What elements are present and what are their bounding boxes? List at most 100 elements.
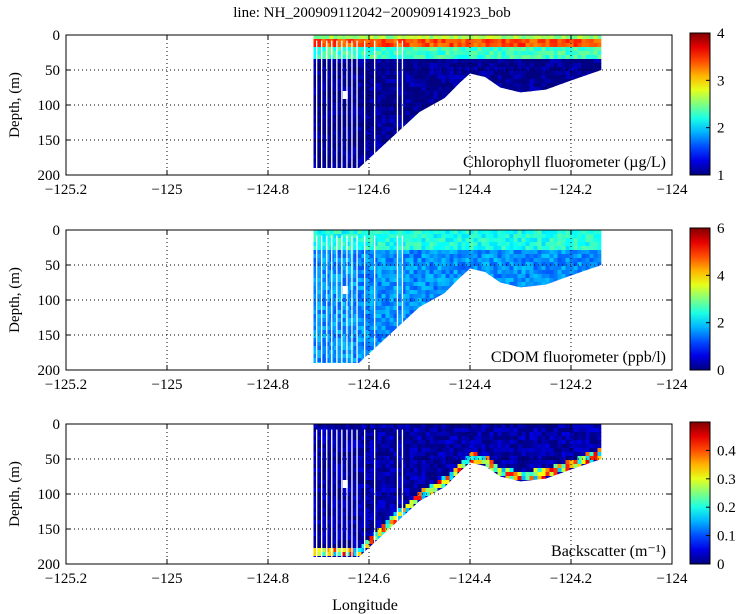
profile-gap: [326, 40, 328, 168]
profile-gap: [346, 429, 348, 557]
profile-gap: [321, 40, 323, 168]
profile-gap: [351, 429, 353, 557]
profile-gap: [331, 40, 333, 168]
x-tick-label: −124.8: [247, 571, 289, 587]
profile-gap: [356, 40, 358, 168]
x-tick-label: −125.2: [45, 182, 87, 198]
y-tick-label: 200: [38, 363, 61, 379]
colorbar-tick-label: 4: [717, 268, 725, 284]
profile-gap: [331, 429, 333, 557]
profile-gap: [336, 429, 338, 557]
x-tick-label: −124.4: [449, 571, 492, 587]
profile-gap: [356, 429, 358, 557]
data-gap: [342, 480, 348, 488]
colorbar-tick-label: 0.3: [717, 472, 736, 488]
profile-gap: [396, 40, 399, 168]
profile-gap: [374, 429, 376, 557]
profile-gap: [331, 235, 333, 363]
profile-gap: [316, 40, 318, 168]
x-tick-label: −124.2: [550, 571, 592, 587]
profile-gap: [351, 235, 353, 363]
profile-gap: [346, 235, 348, 363]
profile-gap: [341, 235, 343, 363]
profile-gap: [401, 40, 404, 168]
x-tick-label: −124.8: [247, 377, 289, 393]
x-tick-label: −124: [657, 571, 688, 587]
colorbar-tick-label: 1: [717, 168, 725, 184]
x-axis-label: Longitude: [332, 597, 398, 614]
profile-gap: [341, 429, 343, 557]
y-tick-label: 150: [38, 522, 61, 538]
x-tick-label: −124.2: [550, 377, 592, 393]
colorbar-tick-label: 2: [717, 316, 725, 332]
profile-gap: [346, 40, 348, 168]
x-tick-label: −124.4: [449, 377, 492, 393]
colorbar: [689, 421, 711, 565]
x-tick-label: −124.6: [348, 182, 391, 198]
x-tick-label: −124.6: [348, 571, 391, 587]
colorbar-tick-label: 2: [717, 121, 725, 137]
x-tick-label: −124.6: [348, 377, 391, 393]
y-tick-label: 100: [38, 98, 61, 114]
profile-gap: [364, 235, 366, 363]
profile-gap: [401, 235, 404, 363]
colorbar: [689, 227, 711, 371]
profile-gap: [336, 40, 338, 168]
profile-gap: [396, 429, 399, 557]
colorbar-tick-label: 6: [717, 221, 725, 237]
profile-gap: [401, 429, 404, 557]
y-tick-label: 200: [38, 557, 61, 573]
profile-gap: [341, 40, 343, 168]
profile-gap: [364, 429, 366, 557]
colorbar-tick-label: 0: [717, 363, 725, 379]
colorbar-tick-label: 0.4: [717, 443, 736, 459]
profile-gap: [316, 429, 318, 557]
x-tick-label: −124: [657, 377, 688, 393]
profile-gap: [316, 235, 318, 363]
x-tick-label: −125: [152, 377, 183, 393]
profile-gap: [351, 40, 353, 168]
colorbar-tick-label: 0: [717, 557, 725, 573]
panel-label: Chlorophyll fluorometer (µg/L): [463, 154, 666, 171]
y-axis-label: Depth, (m): [7, 461, 23, 527]
colorbar-tick-label: 4: [717, 26, 725, 42]
chart-panel-1: −125.2 −125 −124.8 −124.6 −124.4 −124.2 −124 0 5…: [7, 26, 725, 198]
profile-gap: [374, 235, 376, 363]
profile-gap: [374, 40, 376, 168]
data-gap: [342, 91, 348, 99]
colorbar-tick-label: 3: [717, 73, 725, 89]
y-tick-label: 50: [45, 63, 60, 79]
x-tick-label: −125: [152, 571, 183, 587]
figure-title: line: NH_200909112042−200909141923_bob: [233, 5, 510, 21]
x-tick-label: −124: [657, 182, 688, 198]
profile-gap: [326, 429, 328, 557]
y-axis-label: Depth, (m): [7, 267, 23, 333]
y-tick-label: 100: [38, 293, 61, 309]
y-tick-label: 50: [45, 258, 60, 274]
chart-panel-3: −125.2 −125 −124.8 −124.6 −124.4 −124.2 −124 0 5…: [7, 417, 736, 587]
profile-gap: [326, 235, 328, 363]
colorbar-tick-label: 0.2: [717, 500, 736, 516]
y-tick-label: 100: [38, 487, 61, 503]
x-tick-label: −124.2: [550, 182, 592, 198]
data-gap: [342, 286, 348, 294]
profile-gap: [364, 40, 366, 168]
x-tick-label: −125: [152, 182, 183, 198]
y-tick-label: 150: [38, 133, 61, 149]
x-tick-label: −124.8: [247, 182, 289, 198]
panel-label: Backscatter (m⁻¹): [551, 543, 666, 560]
x-tick-label: −125.2: [45, 377, 87, 393]
y-tick-label: 0: [53, 223, 61, 239]
profile-gap: [336, 235, 338, 363]
x-tick-label: −124.4: [449, 182, 492, 198]
y-tick-label: 0: [53, 28, 61, 44]
y-tick-label: 50: [45, 452, 60, 468]
panel-label: CDOM fluorometer (ppb/l): [491, 349, 666, 366]
chart-panel-2: −125.2 −125 −124.8 −124.6 −124.4 −124.2 −124 0 5…: [7, 221, 725, 393]
y-tick-label: 200: [38, 168, 61, 184]
y-axis-label: Depth, (m): [7, 72, 23, 138]
x-tick-label: −125.2: [45, 571, 87, 587]
profile-gap: [321, 429, 323, 557]
y-tick-label: 150: [38, 328, 61, 344]
